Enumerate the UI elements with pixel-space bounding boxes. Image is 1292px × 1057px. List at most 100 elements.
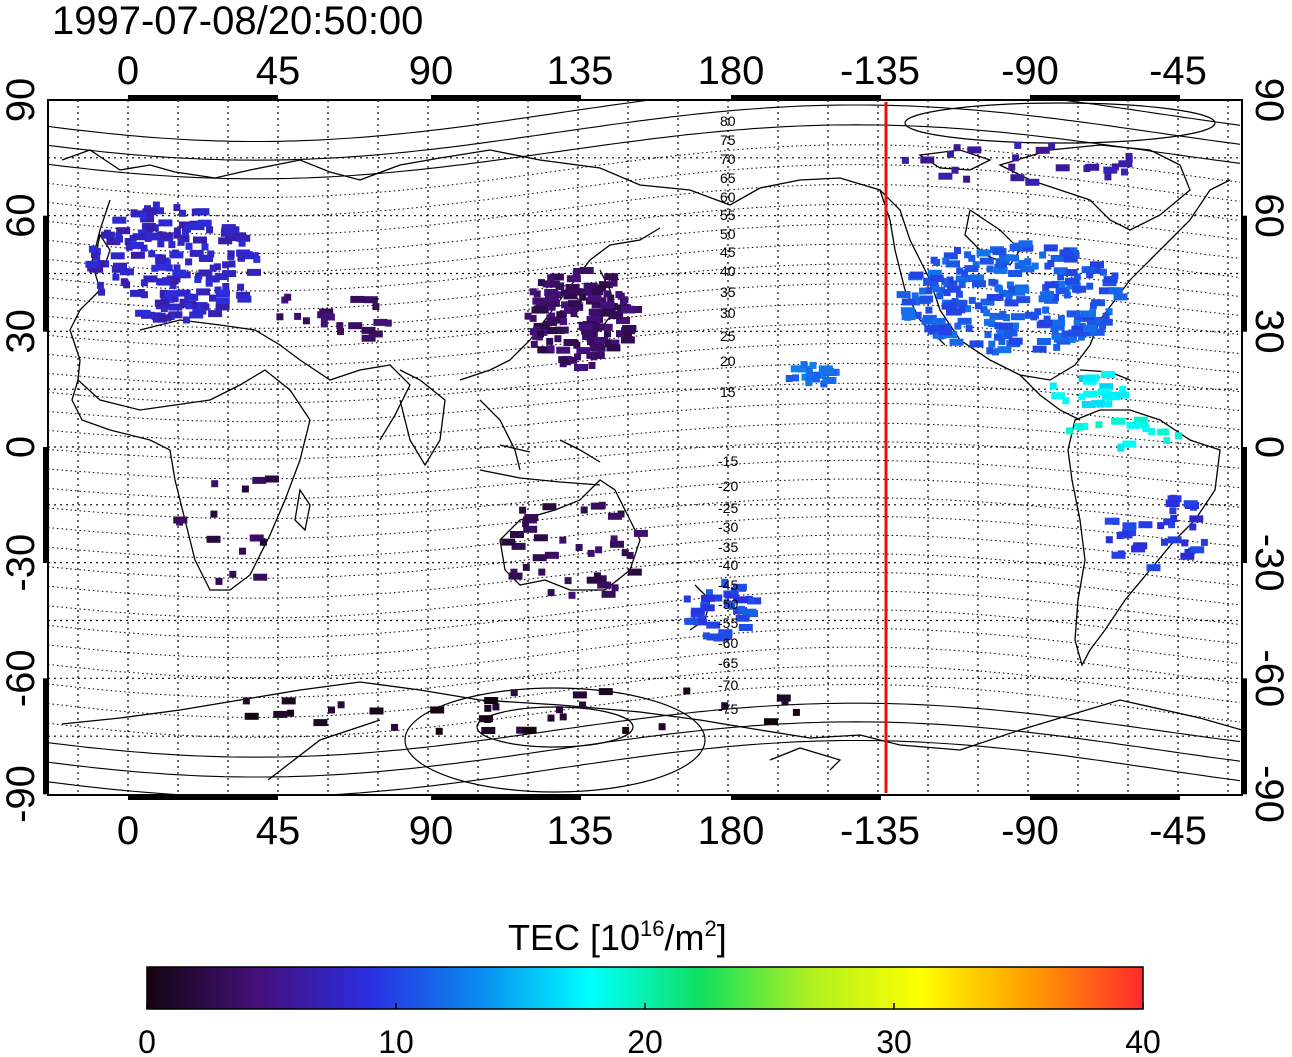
tec-cell (936, 292, 944, 300)
tec-cell (1016, 296, 1031, 304)
tec-cell (368, 330, 383, 338)
tec-cell (805, 375, 820, 383)
tec-cell (588, 308, 603, 316)
tec-cell (1074, 315, 1082, 322)
tec-cell (721, 578, 729, 586)
tec-cell (633, 529, 648, 537)
tec-cell (222, 270, 237, 278)
tec-cell (143, 275, 158, 283)
tec-cell (968, 296, 976, 304)
tec-cell (713, 634, 728, 642)
tec-cell (1039, 251, 1047, 259)
tec-cell (215, 303, 230, 311)
tec-cell (984, 331, 992, 338)
top-lon-tick-label: -90 (1001, 49, 1059, 93)
tec-cell (572, 270, 580, 278)
tec-cell (970, 274, 985, 282)
tec-cell (160, 295, 175, 303)
tec-cell (567, 300, 582, 308)
tec-cell (549, 273, 564, 281)
tec-cell (1097, 388, 1112, 396)
tec-cell (965, 325, 973, 332)
tec-cell (484, 716, 492, 723)
tec-cell (206, 226, 214, 234)
contour-line (48, 263, 1241, 311)
tec-cell (1141, 423, 1149, 431)
contour-label: 50 (720, 226, 736, 242)
tec-cell (1066, 310, 1081, 318)
tec-cell (1024, 258, 1032, 266)
tec-cell (800, 361, 808, 369)
bottom-longitude-ticks: 0 45 90 135 180 -135 -90 -45 (117, 809, 1207, 853)
tec-cell (1104, 173, 1112, 181)
tec-cell (583, 282, 598, 290)
tec-cell (350, 295, 365, 303)
tec-cell (1079, 329, 1094, 337)
colorbar-ticks: 0 10 20 30 40 (138, 1003, 1161, 1057)
frame-tick-bar (43, 215, 48, 332)
tec-cell (1118, 160, 1133, 168)
tec-cell (1148, 428, 1156, 435)
tec-cell (996, 261, 1004, 269)
bottom-lon-tick-label: 90 (409, 809, 454, 853)
contour-line (48, 721, 1241, 778)
tec-cell (164, 290, 179, 298)
colorbar-tick-label: 10 (378, 1024, 414, 1057)
tec-cell (735, 614, 750, 622)
tec-cell (574, 353, 581, 361)
tec-cell (1081, 266, 1096, 274)
tec-cell (143, 310, 151, 318)
tec-cell (538, 568, 546, 576)
contour-label: 25 (720, 328, 736, 344)
tec-cell (544, 551, 559, 559)
tec-cell (820, 367, 834, 375)
tec-cell (764, 718, 778, 726)
tec-cell (1161, 538, 1168, 546)
tec-cell (615, 291, 623, 298)
tec-cell (1012, 322, 1019, 330)
tec-cell (1108, 287, 1123, 295)
tec-cell (955, 290, 963, 298)
tec-cell (579, 293, 587, 301)
tec-cell (337, 328, 344, 335)
tec-cell (992, 248, 1007, 256)
tec-cell (98, 288, 106, 296)
tec-cell (1076, 423, 1084, 431)
tec-cell (372, 303, 380, 311)
tec-cell (957, 317, 972, 325)
tec-cell (560, 289, 568, 297)
tec-cell (626, 551, 634, 559)
coastline (1019, 374, 1081, 421)
tec-cell (958, 281, 966, 288)
tec-cell (139, 212, 147, 220)
tec-cell (1102, 312, 1110, 320)
tec-cell (244, 712, 259, 720)
tec-cell (1050, 254, 1065, 262)
tec-cell (983, 309, 991, 317)
tec-cell (238, 239, 246, 247)
tec-cell (89, 265, 104, 273)
tec-cell (150, 207, 164, 215)
tec-cell (1035, 146, 1050, 154)
left-lat-tick-label: -90 (0, 765, 43, 823)
tec-cell (785, 375, 793, 382)
contour-line (48, 243, 1241, 292)
top-lon-tick-label: -45 (1149, 49, 1207, 93)
tec-observations (85, 141, 1208, 735)
tec-cell (130, 251, 145, 259)
tec-cell (1006, 281, 1014, 289)
contour-line (48, 323, 1241, 367)
tec-cell (575, 544, 583, 551)
north-pole-contour (904, 102, 1216, 144)
contour-line (48, 571, 1241, 619)
tec-cell (599, 297, 607, 305)
left-lat-tick-label: 30 (0, 309, 43, 354)
tec-cell (595, 546, 603, 554)
tec-cell (1103, 166, 1118, 174)
tec-cell (1040, 291, 1055, 299)
tec-cell (988, 340, 996, 348)
tec-cell (171, 277, 179, 285)
contour-label: 35 (720, 284, 736, 300)
tec-cell (591, 301, 606, 309)
tec-cell (522, 563, 530, 571)
